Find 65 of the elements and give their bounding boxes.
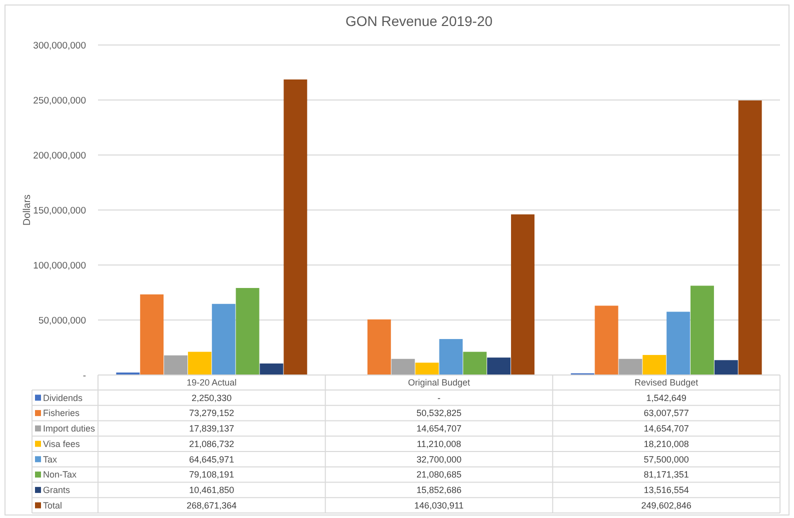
bar xyxy=(367,319,391,375)
data-label: 13,516,554 xyxy=(644,485,689,496)
y-tick-label: 100,000,000 xyxy=(33,260,86,272)
legend-label: Grants xyxy=(43,485,71,496)
chart-title: GON Revenue 2019-20 xyxy=(345,13,493,29)
data-label: 146,030,911 xyxy=(414,500,464,510)
legend-label: Visa fees xyxy=(43,438,80,449)
data-label: 64,645,971 xyxy=(189,454,234,464)
bar xyxy=(260,363,284,375)
bar xyxy=(236,288,260,375)
data-label: 73,279,152 xyxy=(189,408,234,418)
data-label: 1,542,649 xyxy=(646,392,686,403)
bar xyxy=(618,358,642,375)
data-label: 14,654,707 xyxy=(644,424,689,434)
data-label: 14,654,707 xyxy=(416,424,462,434)
data-label: 10,461,850 xyxy=(189,485,234,496)
bar xyxy=(594,306,618,375)
bar xyxy=(415,362,439,375)
y-tick-label: 200,000,000 xyxy=(33,150,86,162)
data-label: 32,700,000 xyxy=(416,454,462,464)
legend-label: Import duties xyxy=(43,424,96,434)
data-label: 79,108,191 xyxy=(189,470,234,480)
x-tick-label: Revised Budget xyxy=(634,378,699,388)
legend-label: Fisheries xyxy=(43,408,80,418)
y-tick-label: 300,000,000 xyxy=(33,40,86,52)
data-label: 11,210,008 xyxy=(416,438,462,449)
y-tick-label: 250,000,000 xyxy=(33,95,86,106)
data-label: 21,086,732 xyxy=(189,438,234,449)
legend-label: Total xyxy=(43,500,62,510)
bar xyxy=(463,352,487,375)
bar xyxy=(284,79,308,375)
data-label: 249,602,846 xyxy=(641,500,692,510)
bar xyxy=(738,100,762,375)
data-label: 81,171,351 xyxy=(644,470,689,480)
y-tick-label: 50,000,000 xyxy=(38,315,86,326)
y-axis-title: Dollars xyxy=(22,194,33,226)
data-label: 18,210,008 xyxy=(644,438,689,449)
bar xyxy=(164,355,188,375)
data-label: - xyxy=(438,392,440,403)
data-label: 17,839,137 xyxy=(189,424,234,434)
bar xyxy=(666,312,690,375)
legend-label: Dividends xyxy=(43,392,84,403)
bar xyxy=(690,286,714,375)
data-label: 50,532,825 xyxy=(416,408,462,418)
data-label: 21,080,685 xyxy=(416,470,462,480)
data-label: 15,852,686 xyxy=(416,485,462,496)
data-label: 268,671,364 xyxy=(186,500,237,510)
bar xyxy=(511,214,534,375)
x-tick-label: Original Budget xyxy=(408,378,471,388)
data-label: 63,007,577 xyxy=(644,408,689,418)
x-tick-label: 19-20 Actual xyxy=(186,378,237,388)
y-tick-label: - xyxy=(82,370,86,382)
legend-label: Non-Tax xyxy=(43,470,78,480)
bar xyxy=(487,358,511,375)
data-label: 2,250,330 xyxy=(192,392,232,403)
y-tick-label: 150,000,000 xyxy=(33,205,86,216)
legend-label: Tax xyxy=(43,454,58,464)
bar xyxy=(642,354,666,375)
bar xyxy=(212,304,236,375)
bar xyxy=(188,352,212,375)
bar xyxy=(714,360,738,375)
data-label: 57,500,000 xyxy=(644,454,689,464)
bar xyxy=(140,294,164,375)
bar xyxy=(391,358,415,375)
bar xyxy=(439,339,463,375)
